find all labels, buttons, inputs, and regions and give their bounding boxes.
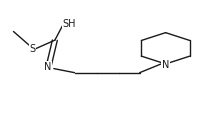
Text: SH: SH <box>62 19 76 29</box>
Text: N: N <box>161 59 169 69</box>
Text: S: S <box>29 43 35 53</box>
Text: N: N <box>44 62 51 72</box>
